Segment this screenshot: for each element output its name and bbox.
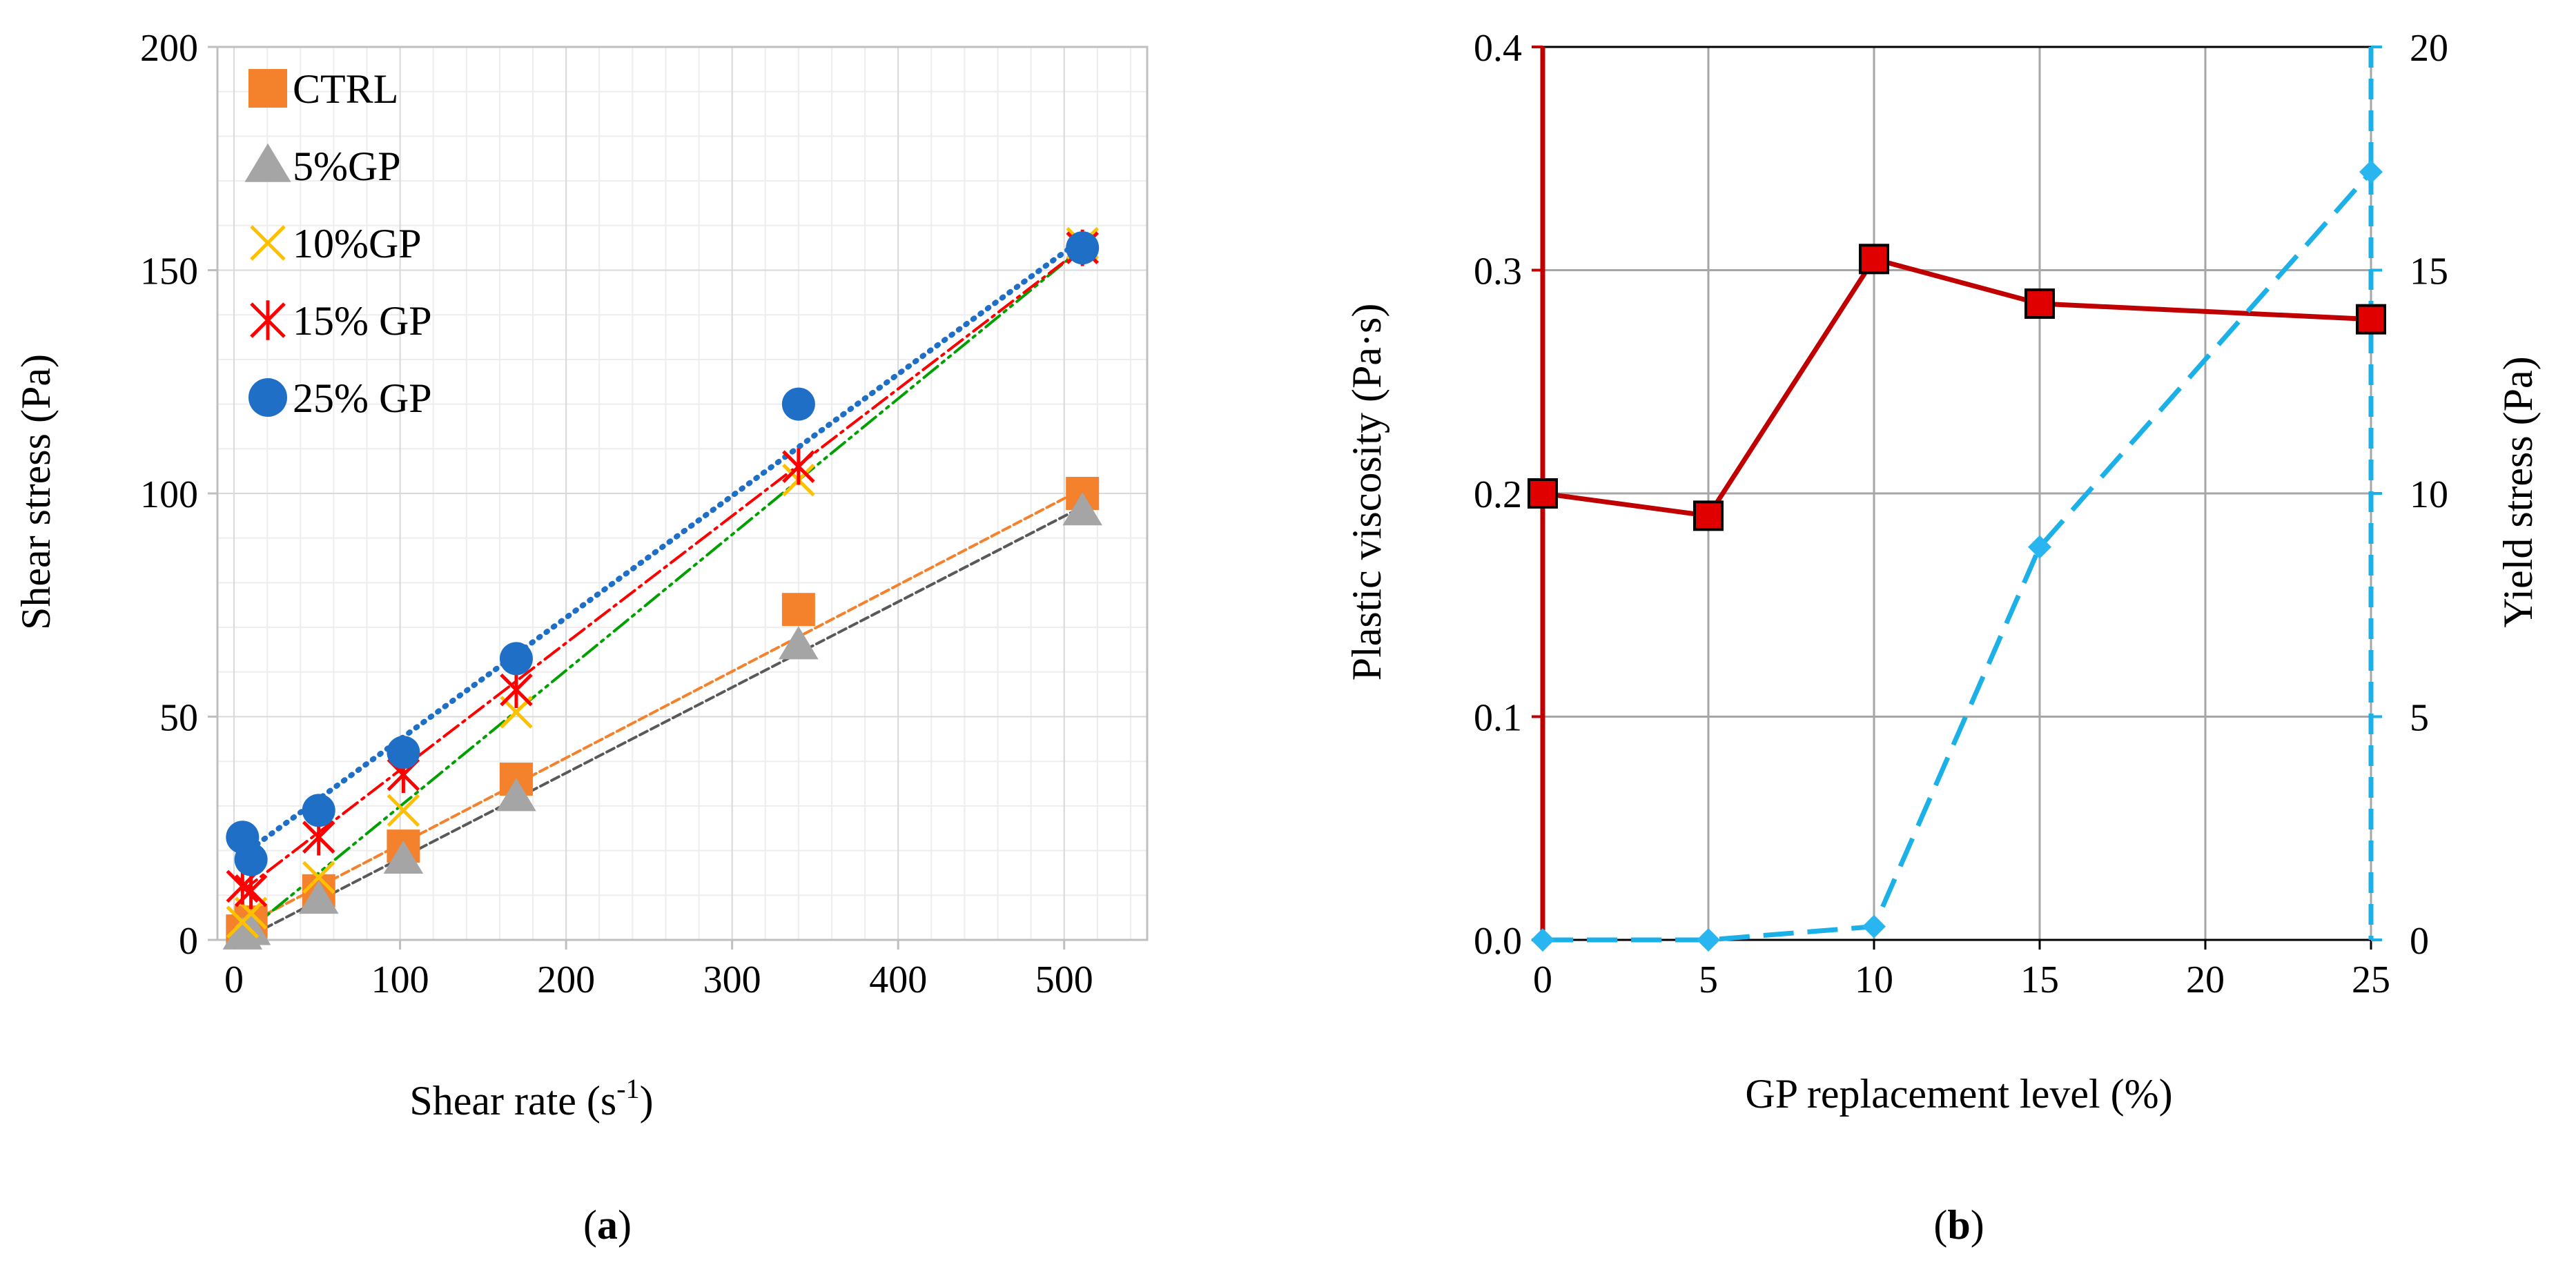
chart-b-x-tick-labels: 0 5 10 15 20 25	[1533, 959, 2390, 1001]
chart-a-legend-item-1: 5%GP	[244, 143, 401, 189]
chart-a-point-series3-1	[234, 872, 268, 910]
chart-a-legend-item-4: 25% GP	[248, 375, 432, 421]
chart-a-y-tick-labels: 0 50 100 150 200	[140, 27, 198, 963]
chart-b-point-series0-2	[1859, 244, 1889, 275]
chart-b-point-series0-1	[1693, 500, 1724, 531]
chart-a-legend-marker-0	[248, 69, 287, 108]
chart-a-y-tick-label: 150	[140, 251, 198, 293]
chart-b-point-series1-1	[1697, 928, 1720, 952]
chart-a-x-tick-labels: 0 100 200 300 400 500	[224, 959, 1093, 1001]
chart-b-x-axis-label: GP replacement level (%)	[1745, 1071, 2172, 1117]
chart-b-left-y-axis-label: Plastic viscosity (Pa·s)	[1344, 304, 1389, 681]
chart-a-y-tick-label: 50	[159, 697, 198, 740]
chart-a-x-axis-label: Shear rate (s-1)	[409, 1073, 653, 1123]
chart-b-viscosity-yield: 0 5 10 15 20 25 0.0 0.1 0.2 0.3 0.4 0 5 10 15 20 GP r…	[1344, 27, 2541, 1248]
chart-b-x-tick-label: 10	[1855, 959, 1893, 1001]
chart-a-point-series3-4	[500, 671, 533, 709]
chart-a-point-series3-5	[782, 448, 815, 485]
chart-b-left-y-tick-label: 0.4	[1474, 27, 1522, 70]
chart-a-legend-label-1: 5%GP	[293, 144, 401, 189]
chart-b-right-y-tick-label: 15	[2410, 251, 2448, 293]
chart-a-point-series4-3	[387, 736, 420, 769]
chart-a-point-series1-5	[779, 626, 819, 660]
chart-a-x-tick-label: 100	[371, 959, 429, 1001]
chart-b-point-series0-3	[2024, 288, 2055, 320]
chart-a-y-axis-label: Shear stress (Pa)	[13, 354, 59, 630]
chart-b-left-y-tick-label: 0.0	[1474, 920, 1522, 963]
chart-a-point-series4-1	[234, 843, 268, 876]
chart-a-panel-label: (a)	[583, 1202, 632, 1248]
chart-a-y-tick-label: 200	[140, 27, 198, 70]
chart-a-trendline-0	[241, 487, 1084, 928]
chart-a-point-series4-4	[499, 642, 533, 676]
chart-a-trendlines	[240, 236, 1086, 941]
chart-b-x-tick-label: 25	[2352, 959, 2390, 1001]
chart-b-point-series1-4	[2359, 160, 2383, 184]
chart-b-point-series0-0	[1528, 478, 1558, 509]
chart-b-x-tick-label: 0	[1533, 959, 1552, 1001]
chart-a-legend-marker-3	[250, 300, 286, 340]
chart-a-legend: CTRL 5%GP 10%GP 15% GP 25% GP	[244, 66, 432, 421]
chart-a-point-series1-6	[1062, 492, 1102, 526]
chart-a-point-series2-2	[302, 861, 335, 894]
chart-a-legend-item-2: 10%GP	[250, 221, 422, 266]
chart-a-point-series4-6	[1066, 231, 1100, 265]
chart-a-x-tick-label: 300	[703, 959, 761, 1001]
chart-b-left-y-tick-labels: 0.0 0.1 0.2 0.3 0.4	[1474, 27, 1522, 963]
chart-a-legend-item-3: 15% GP	[250, 298, 432, 344]
chart-a-shear-stress: 0 100 200 300 400 500 0 50 100 150 200 CTRL 5%GP 10…	[13, 27, 1149, 1248]
chart-a-trendline-1	[241, 505, 1084, 941]
chart-b-data-points	[1528, 160, 2386, 952]
chart-a-legend-label-2: 10%GP	[293, 221, 422, 266]
chart-b-left-y-tick-label: 0.1	[1474, 697, 1522, 740]
chart-b-right-y-tick-labels: 0 5 10 15 20	[2410, 27, 2448, 963]
chart-a-legend-marker-4	[248, 378, 287, 417]
chart-a-gridlines	[217, 46, 1147, 941]
chart-a-trendline-3	[241, 246, 1084, 892]
chart-a-point-series1-2	[298, 881, 339, 914]
chart-b-panel-label: (b)	[1933, 1202, 1984, 1248]
chart-b-x-tick-label: 20	[2186, 959, 2225, 1001]
chart-a-x-tick-label: 200	[537, 959, 595, 1001]
chart-a-axes	[208, 46, 1149, 950]
chart-a-legend-marker-2	[250, 225, 286, 261]
chart-a-data-points	[222, 226, 1102, 950]
chart-a-y-tick-label: 0	[179, 920, 198, 963]
chart-a-point-series4-2	[302, 794, 335, 827]
chart-a-point-series0-5	[781, 593, 815, 627]
chart-a-point-series1-4	[496, 778, 536, 812]
chart-b-right-y-tick-label: 20	[2410, 27, 2448, 70]
chart-a-trendline-4	[240, 236, 1086, 858]
chart-a-point-series1-3	[383, 840, 424, 874]
chart-b-point-series0-4	[2356, 304, 2386, 335]
chart-a-legend-marker-1	[244, 143, 291, 182]
chart-a-legend-item-0: CTRL	[248, 66, 398, 112]
chart-a-trendline-2	[241, 246, 1084, 937]
chart-a-legend-label-0: CTRL	[293, 66, 398, 112]
chart-a-point-series4-5	[781, 387, 815, 421]
chart-a-x-tick-label: 500	[1035, 959, 1093, 1001]
chart-a-x-tick-label: 0	[224, 959, 244, 1001]
chart-b-right-y-axis-label: Yield stress (Pa)	[2495, 356, 2541, 627]
chart-b-point-series1-2	[1862, 914, 1886, 939]
chart-b-point-series1-3	[2028, 535, 2051, 559]
chart-b-left-y-tick-label: 0.2	[1474, 473, 1522, 516]
chart-b-right-y-tick-label: 10	[2410, 473, 2448, 516]
chart-a-y-tick-label: 100	[140, 473, 198, 516]
chart-b-point-series1-0	[1531, 928, 1554, 952]
chart-b-right-y-tick-label: 5	[2410, 697, 2429, 740]
chart-b-left-y-tick-label: 0.3	[1474, 251, 1522, 293]
chart-b-x-tick-label: 15	[2020, 959, 2059, 1001]
chart-a-legend-label-3: 15% GP	[293, 298, 432, 344]
chart-a-legend-label-4: 25% GP	[293, 375, 432, 421]
chart-a-x-tick-label: 400	[869, 959, 927, 1001]
chart-b-x-tick-label: 5	[1699, 959, 1718, 1001]
chart-b-right-y-tick-label: 0	[2410, 920, 2429, 963]
chart-a-point-series2-3	[387, 794, 420, 827]
